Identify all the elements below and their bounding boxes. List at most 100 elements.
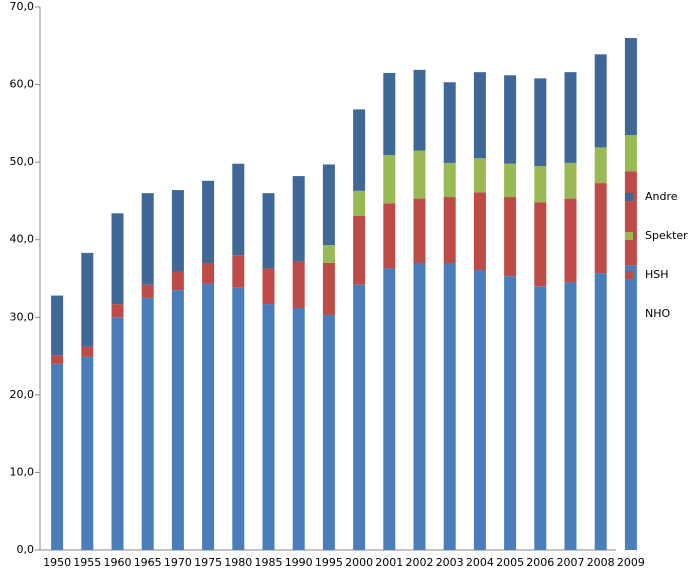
x-tick-label: 2000: [345, 556, 373, 569]
bar-segment: [413, 150, 426, 199]
legend-swatch: [625, 193, 633, 201]
bar-segment: [292, 261, 305, 308]
bar-segment: [353, 109, 366, 191]
x-tick-label: 1980: [224, 556, 252, 569]
bar-segment: [504, 163, 517, 198]
y-tick-label: 70,0: [10, 0, 35, 13]
bar-segment: [413, 69, 426, 151]
bar-segment: [353, 190, 366, 216]
bar-segment: [111, 304, 124, 318]
bar-segment: [51, 355, 64, 364]
legend-label: Spekter: [645, 229, 688, 242]
bar-segment: [594, 54, 607, 148]
bar-segment: [383, 268, 396, 550]
bar-segment: [262, 268, 275, 305]
x-tick-label: 1975: [194, 556, 222, 569]
bar-segment: [322, 314, 335, 550]
bar-segment: [473, 158, 486, 193]
bar-segment: [232, 287, 245, 550]
bar-segment: [51, 363, 64, 550]
bar-segment: [171, 290, 184, 550]
bar-segment: [473, 72, 486, 159]
bar-segment: [322, 245, 335, 263]
x-tick-label: 2008: [587, 556, 615, 569]
bar-segment: [413, 262, 426, 550]
bar-segment: [534, 78, 547, 167]
bar-segment: [111, 213, 124, 305]
bar-segment: [232, 255, 245, 288]
bar-segment: [262, 304, 275, 550]
bar-segment: [624, 134, 637, 172]
bar-segment: [262, 193, 275, 269]
x-tick-label: 2007: [557, 556, 585, 569]
bar-segment: [353, 215, 366, 285]
bar-segment: [141, 284, 154, 298]
x-tick-label: 1965: [134, 556, 162, 569]
bar-segment: [413, 198, 426, 263]
bar-segment: [111, 317, 124, 550]
x-tick-label: 2009: [617, 556, 645, 569]
bar-segment: [202, 262, 215, 284]
legend-swatch: [625, 271, 633, 279]
bar-segment: [292, 307, 305, 550]
bar-segment: [141, 193, 154, 285]
x-tick-label: 2001: [375, 556, 403, 569]
x-tick-label: 1985: [255, 556, 283, 569]
bar-segment: [624, 171, 637, 266]
bar-segment: [564, 282, 577, 550]
legend-swatch: [625, 310, 633, 318]
bar-segment: [473, 192, 486, 270]
bar-segment: [473, 269, 486, 550]
bar-segment: [443, 82, 456, 163]
y-tick-label: 0,0: [17, 543, 35, 556]
bar-segment: [383, 72, 396, 156]
bar-segment: [141, 297, 154, 550]
bar-segment: [202, 180, 215, 263]
bar-segment: [353, 284, 366, 550]
bar-segment: [322, 164, 335, 246]
x-tick-label: 1995: [315, 556, 343, 569]
x-tick-label: 2005: [496, 556, 524, 569]
bar-segment: [564, 162, 577, 199]
bar-segment: [564, 198, 577, 283]
bar-segment: [232, 163, 245, 256]
bar-segment: [594, 183, 607, 274]
bar-segment: [594, 273, 607, 550]
y-tick-label: 60,0: [10, 78, 35, 91]
legend-label: Andre: [645, 190, 678, 203]
x-tick-label: 2002: [406, 556, 434, 569]
bar-segment: [443, 162, 456, 198]
bar-segment: [504, 276, 517, 550]
x-tick-label: 1955: [73, 556, 101, 569]
x-tick-label: 1960: [104, 556, 132, 569]
bar-segment: [383, 203, 396, 269]
bar-segment: [443, 262, 456, 550]
x-tick-label: 2003: [436, 556, 464, 569]
y-tick-label: 10,0: [10, 465, 35, 478]
bar-segment: [443, 197, 456, 263]
bar-segment: [171, 190, 184, 272]
bar-segment: [534, 166, 547, 203]
bar-segment: [81, 356, 94, 550]
bar-segment: [504, 75, 517, 164]
y-tick-label: 20,0: [10, 388, 35, 401]
x-tick-label: 1990: [285, 556, 313, 569]
bar-segment: [624, 265, 637, 550]
x-tick-label: 2006: [526, 556, 554, 569]
x-tick-label: 2004: [466, 556, 494, 569]
bar-segment: [81, 346, 94, 357]
bar-segment: [292, 176, 305, 262]
bar-segment: [202, 283, 215, 550]
bar-segment: [81, 252, 94, 347]
y-tick-label: 40,0: [10, 233, 35, 246]
bar-segment: [383, 155, 396, 204]
bar-segment: [322, 262, 335, 315]
bar-segment: [171, 271, 184, 291]
bar-segment: [534, 286, 547, 550]
bar-segment: [564, 72, 577, 163]
legend-label: NHO: [645, 307, 671, 320]
x-tick-label: 1950: [43, 556, 71, 569]
bar-segment: [534, 202, 547, 287]
bar-segment: [624, 38, 637, 135]
